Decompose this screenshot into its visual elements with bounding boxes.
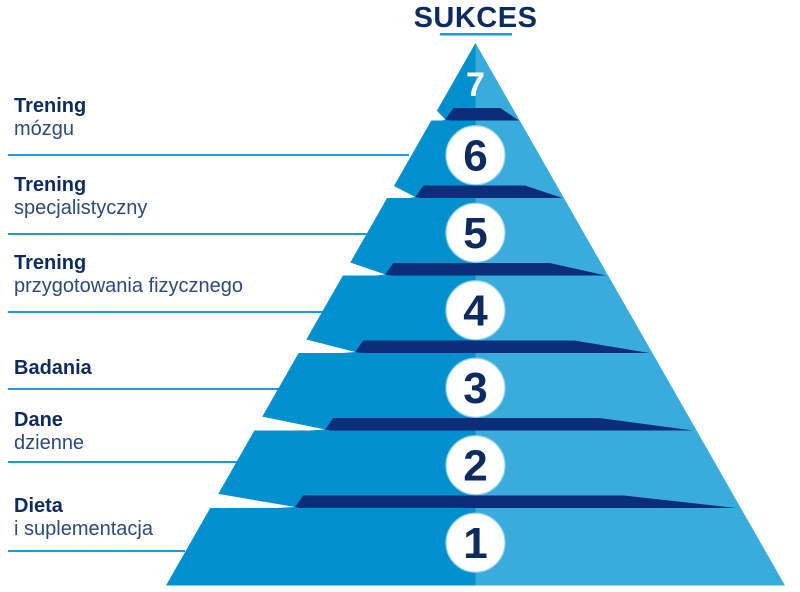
svg-text:5: 5 (463, 209, 487, 258)
svg-text:7: 7 (466, 66, 485, 104)
svg-text:2: 2 (463, 441, 487, 490)
svg-text:4: 4 (463, 286, 488, 335)
svg-text:1: 1 (463, 519, 487, 568)
svg-text:6: 6 (463, 131, 487, 180)
svg-text:3: 3 (463, 364, 487, 413)
